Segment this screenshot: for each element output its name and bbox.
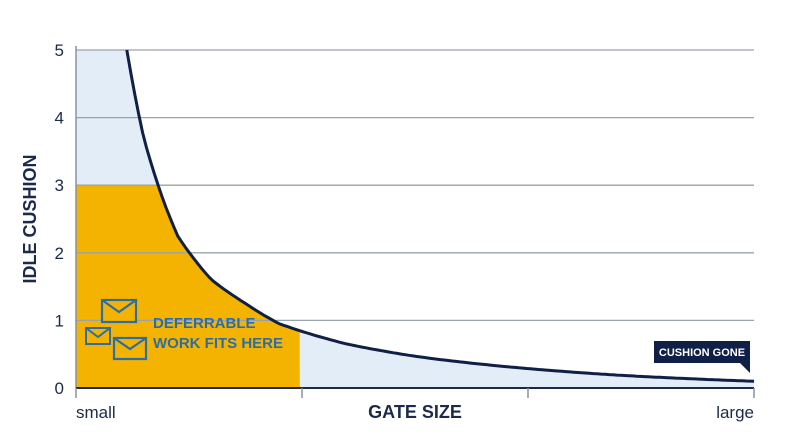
envelope-icon <box>100 298 138 324</box>
y-tick-label: 5 <box>55 41 64 60</box>
y-axis-title: IDLE CUSHION <box>20 154 40 283</box>
y-tick-label: 4 <box>55 109 64 128</box>
series-curve <box>125 49 755 383</box>
x-tick-label-large: large <box>716 403 754 422</box>
x-tick-marks <box>75 388 755 398</box>
y-tick-label: 3 <box>55 176 64 195</box>
envelope-icons <box>85 298 148 361</box>
callout-label: CUSHION GONE <box>659 347 745 359</box>
region-label-line-1: DEFERRABLE <box>153 315 256 332</box>
y-tick-label: 0 <box>55 379 64 398</box>
envelope-icon <box>85 327 111 345</box>
callout-background <box>654 341 750 373</box>
gridlines <box>76 49 754 322</box>
axes <box>75 46 754 389</box>
y-tick-labels: 0 1 2 3 4 5 <box>55 41 64 398</box>
y-tick-label: 1 <box>55 311 64 330</box>
region-label-line-2: WORK FITS HERE <box>153 335 283 352</box>
envelope-icon <box>112 336 148 361</box>
cushion-gone-callout: CUSHION GONE <box>654 341 750 373</box>
highlight-region <box>76 185 300 388</box>
x-axis-title: GATE SIZE <box>368 402 462 422</box>
y-tick-label: 2 <box>55 244 64 263</box>
x-tick-label-small: small <box>76 403 116 422</box>
